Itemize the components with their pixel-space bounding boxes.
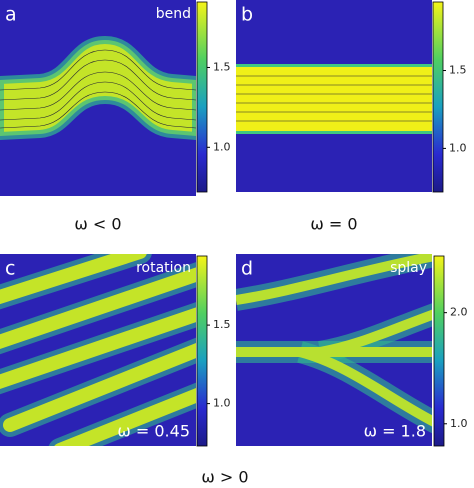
group-caption: ω > 0 [201,468,248,487]
colorbar [196,255,208,447]
panel-letter: b [241,4,253,26]
colorbar-tick-label: 1.5 [213,318,231,331]
colorbar-tick-label: 1.0 [213,397,231,410]
omega-annotation: ω = 0.45 [117,422,190,441]
omega-annotation: ω = 1.8 [364,422,426,441]
omega-caption: ω < 0 [74,215,121,234]
panel-letter: a [5,4,17,26]
omega-caption: ω = 0 [310,215,357,234]
colorbar-tick-label: 2.0 [450,306,468,319]
panel-letter: c [5,258,15,280]
heatmap-c [0,254,196,446]
heatmap-d [236,254,432,446]
colorbar-tick-label: 1.0 [449,141,467,154]
panel-label: splay [390,260,427,276]
panel-label: rotation [136,260,191,276]
colorbar-tick-label: 1.5 [449,64,467,77]
colorbar-tick-label: 1.0 [213,140,231,153]
heatmap-a [0,0,196,196]
colorbar-tick-label: 1.0 [450,417,468,430]
colorbar-tick-label: 1.5 [213,60,231,73]
panel-label: bend [156,6,191,22]
colorbar [196,1,208,193]
colorbar [433,255,445,447]
heatmap-b [236,0,432,192]
panel-letter: d [241,258,253,280]
colorbar [432,1,444,193]
